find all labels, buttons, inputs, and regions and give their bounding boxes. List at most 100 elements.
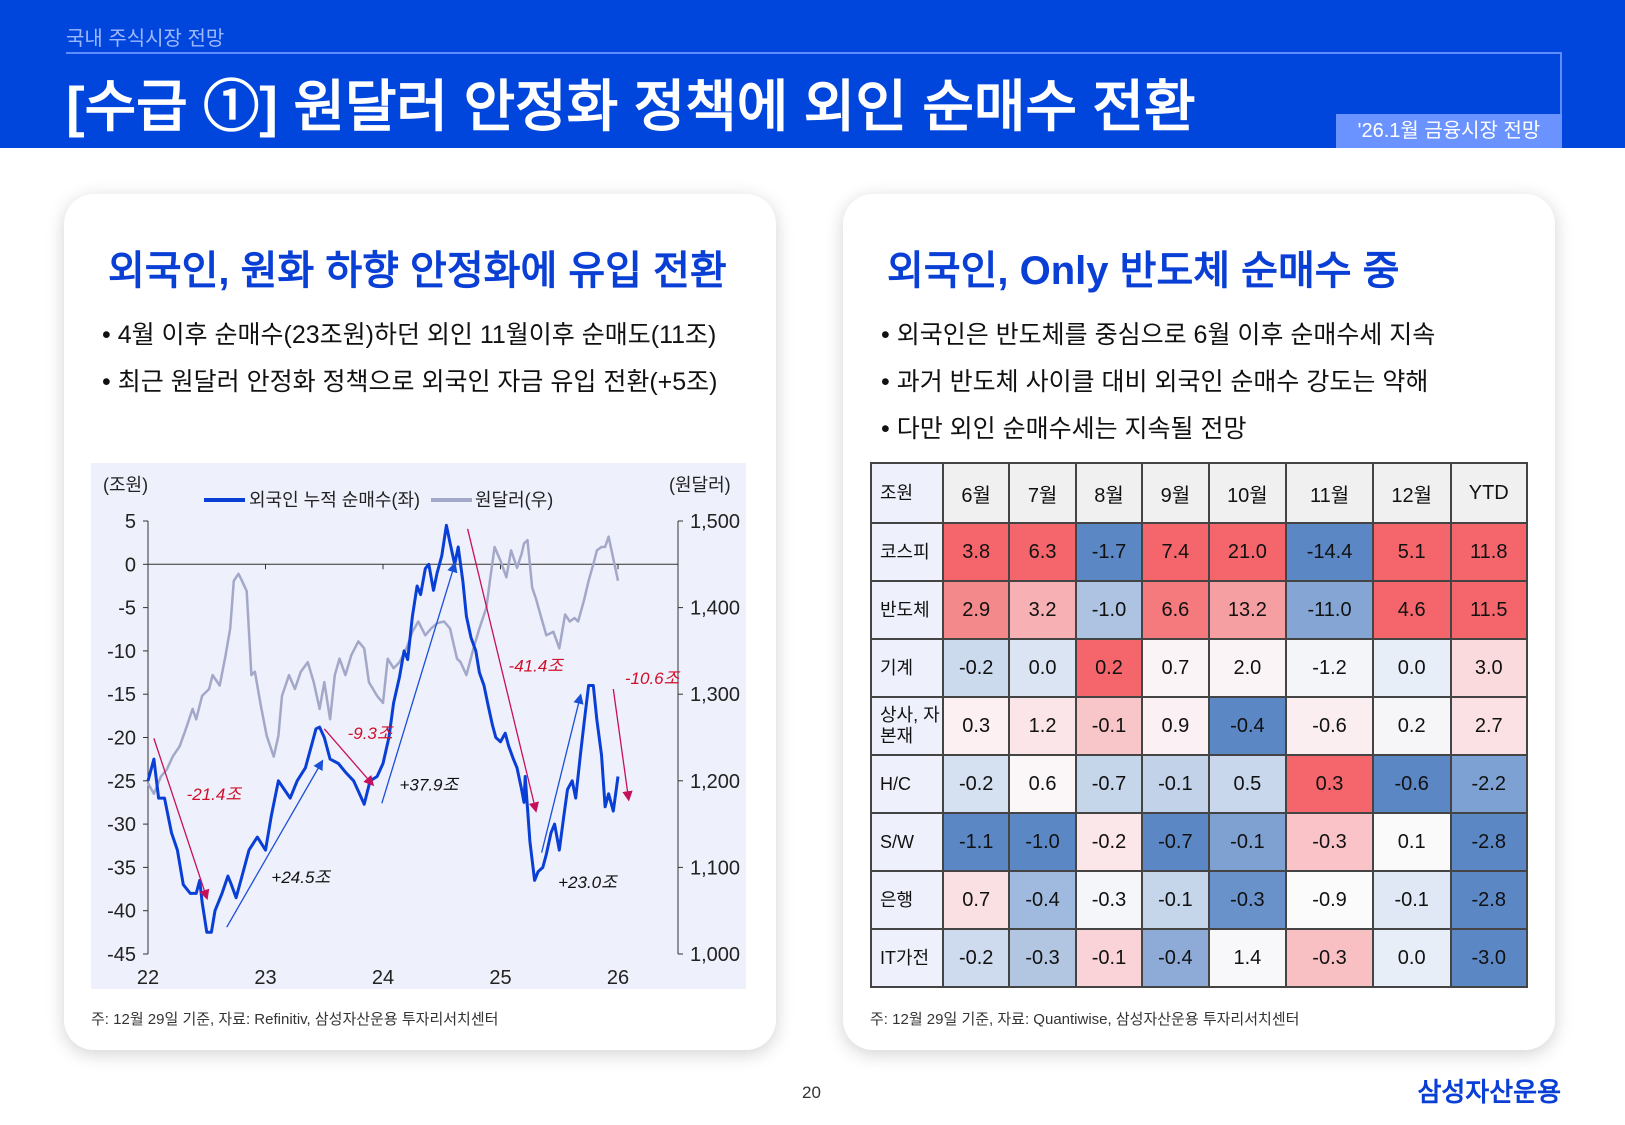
table-cell: -0.4 bbox=[1207, 696, 1288, 756]
table-cell: 0.1 bbox=[1371, 812, 1452, 872]
table-cell: -0.4 bbox=[1141, 928, 1210, 988]
page-title: [수급 ①] 원달러 안정화 정책에 외인 순매수 전환 bbox=[66, 75, 1196, 138]
table-cell: -0.3 bbox=[1285, 812, 1374, 872]
chart-svg: 5 0 -5 -10 -15 -20 -25 -30 -35 -40 -45 1,500 1,400 1,… bbox=[103, 475, 740, 989]
table-cell: 0.2 bbox=[1371, 696, 1452, 756]
table-row: S/W -1.1 -1.0 -0.2 -0.7 -0.1 -0.3 0.1 -2.8 bbox=[870, 812, 1529, 872]
row-label: 반도체 bbox=[870, 580, 944, 640]
annotation-arrow bbox=[226, 759, 324, 928]
table-cell: -0.2 bbox=[941, 754, 1011, 814]
y-right-tick-label: 1,300 bbox=[690, 684, 740, 706]
annotation-arrow bbox=[540, 693, 584, 853]
bullet-list: 외국인은 반도체를 중심으로 6월 이후 순매수세 지속 과거 반도체 사이클 … bbox=[881, 312, 1436, 453]
table-cell: -2.8 bbox=[1449, 812, 1529, 872]
table-cell: -0.9 bbox=[1285, 870, 1374, 930]
table-cell: 0.0 bbox=[1371, 638, 1452, 698]
right-card: 외국인, Only 반도체 순매수 중 외국인은 반도체를 중심으로 6월 이후… bbox=[843, 194, 1555, 1050]
y-right-tick-label: 1,400 bbox=[690, 598, 740, 620]
row-label: 코스피 bbox=[870, 522, 944, 582]
table-cell: -0.1 bbox=[1371, 870, 1452, 930]
row-label: S/W bbox=[870, 812, 944, 872]
left-card: 외국인, 원화 하향 안정화에 유입 전환 4월 이후 순매수(23조원)하던 … bbox=[64, 194, 776, 1050]
table-cell: 0.5 bbox=[1207, 754, 1288, 814]
x-tick-label: 25 bbox=[489, 967, 511, 989]
table-cell: -1.7 bbox=[1074, 522, 1144, 582]
y-right-tick-label: 1,100 bbox=[690, 857, 740, 879]
table-cell: 21.0 bbox=[1207, 522, 1288, 582]
table-row: 기계 -0.2 0.0 0.2 0.7 2.0 -1.2 0.0 3.0 bbox=[870, 638, 1529, 698]
table-cell: 5.1 bbox=[1371, 522, 1452, 582]
legend-label-krw: 원달러(우) bbox=[475, 490, 553, 510]
table-cell: 0.3 bbox=[1285, 754, 1374, 814]
table-cell: -0.1 bbox=[1141, 870, 1210, 930]
table-cell: 2.0 bbox=[1207, 638, 1288, 698]
table-cell: -0.1 bbox=[1074, 696, 1144, 756]
table-cell: -1.0 bbox=[1074, 580, 1144, 640]
table-cell: -0.2 bbox=[1074, 812, 1144, 872]
table-cell: -1.0 bbox=[1008, 812, 1077, 872]
row-label: 기계 bbox=[870, 638, 944, 698]
table-cell: 11.5 bbox=[1449, 580, 1529, 640]
table-header-row: 조원 6월 7월 8월 9월 10월 11월 12월 YTD bbox=[870, 462, 1529, 524]
table-cell: -3.0 bbox=[1449, 928, 1529, 988]
table-cell: -0.3 bbox=[1008, 928, 1077, 988]
table-cell: 6.3 bbox=[1008, 522, 1077, 582]
table-row: H/C -0.2 0.6 -0.7 -0.1 0.5 0.3 -0.6 -2.2 bbox=[870, 754, 1529, 814]
column-header: 6월 bbox=[941, 462, 1011, 524]
table-cell: 3.2 bbox=[1008, 580, 1077, 640]
annotation-label: +24.5조 bbox=[271, 868, 331, 887]
column-header: 8월 bbox=[1074, 462, 1144, 524]
column-header: 7월 bbox=[1008, 462, 1077, 524]
column-header: 11월 bbox=[1285, 462, 1374, 524]
x-tick-label: 22 bbox=[137, 967, 159, 989]
table-cell: -2.8 bbox=[1449, 870, 1529, 930]
table-cell: 2.7 bbox=[1449, 696, 1529, 756]
y-left-tick-label: -25 bbox=[107, 771, 136, 793]
y-left-tick-label: -30 bbox=[107, 814, 136, 836]
y-left-tick-label: -45 bbox=[107, 944, 136, 966]
y-left-tick-label: -5 bbox=[118, 598, 136, 620]
table-cell: 2.9 bbox=[941, 580, 1011, 640]
divider bbox=[66, 52, 1562, 54]
column-header: 9월 bbox=[1141, 462, 1210, 524]
left-axis-unit: (조원) bbox=[103, 475, 148, 495]
column-header: YTD bbox=[1449, 462, 1529, 524]
table-cell: 1.4 bbox=[1207, 928, 1288, 988]
flow-chart: 5 0 -5 -10 -15 -20 -25 -30 -35 -40 -45 1,500 1,400 1,… bbox=[91, 463, 746, 989]
divider bbox=[1560, 52, 1562, 114]
table-cell: 0.7 bbox=[1141, 638, 1210, 698]
report-tag: '26.1월 금융시장 전망 bbox=[1336, 114, 1562, 148]
table-cell: 0.6 bbox=[1008, 754, 1077, 814]
footnote: 주: 12월 29일 기준, 자료: Quantiwise, 삼성자산운용 투자… bbox=[870, 1011, 1300, 1028]
table-row: 코스피 3.8 6.3 -1.7 7.4 21.0 -14.4 5.1 11.8 bbox=[870, 522, 1529, 582]
y-left-tick-label: -40 bbox=[107, 901, 136, 923]
foreign-net-buy-line bbox=[146, 523, 620, 934]
table-cell: -0.3 bbox=[1074, 870, 1144, 930]
y-left-tick-label: 5 bbox=[125, 511, 136, 533]
table-cell: 1.2 bbox=[1008, 696, 1077, 756]
table-cell: 0.7 bbox=[941, 870, 1011, 930]
y-left-tick-label: -35 bbox=[107, 857, 136, 879]
annotation-label: +37.9조 bbox=[399, 775, 459, 794]
bullet-item: 과거 반도체 사이클 대비 외국인 순매수 강도는 약해 bbox=[881, 359, 1435, 406]
table-cell: -14.4 bbox=[1285, 522, 1374, 582]
column-header: 12월 bbox=[1371, 462, 1452, 524]
table-cell: 11.8 bbox=[1449, 522, 1529, 582]
annotation-label: -9.3조 bbox=[348, 724, 394, 743]
bullet-item: 다만 외인 순매수세는 지속될 전망 bbox=[881, 406, 1435, 453]
card-heading: 외국인, Only 반도체 순매수 중 bbox=[887, 249, 1400, 293]
table-cell: 0.9 bbox=[1141, 696, 1210, 756]
table-row: 상사, 자본재 0.3 1.2 -0.1 0.9 -0.4 -0.6 0.2 2.7 bbox=[870, 696, 1529, 756]
y-left-tick-label: -10 bbox=[107, 641, 136, 663]
column-header: 조원 bbox=[870, 462, 944, 524]
table-cell: 0.0 bbox=[1008, 638, 1077, 698]
table-cell: 0.2 bbox=[1074, 638, 1144, 698]
right-axis-unit: (원달러) bbox=[669, 475, 731, 495]
header-banner: 국내 주식시장 전망 [수급 ①] 원달러 안정화 정책에 외인 순매수 전환 … bbox=[0, 0, 1625, 148]
table-cell: 0.0 bbox=[1371, 928, 1452, 988]
y-left-tick-label: -20 bbox=[107, 728, 136, 750]
x-tick-label: 23 bbox=[254, 967, 276, 989]
row-label: 은행 bbox=[870, 870, 944, 930]
page-number: 20 bbox=[802, 1083, 821, 1102]
table-cell: -0.6 bbox=[1285, 696, 1374, 756]
